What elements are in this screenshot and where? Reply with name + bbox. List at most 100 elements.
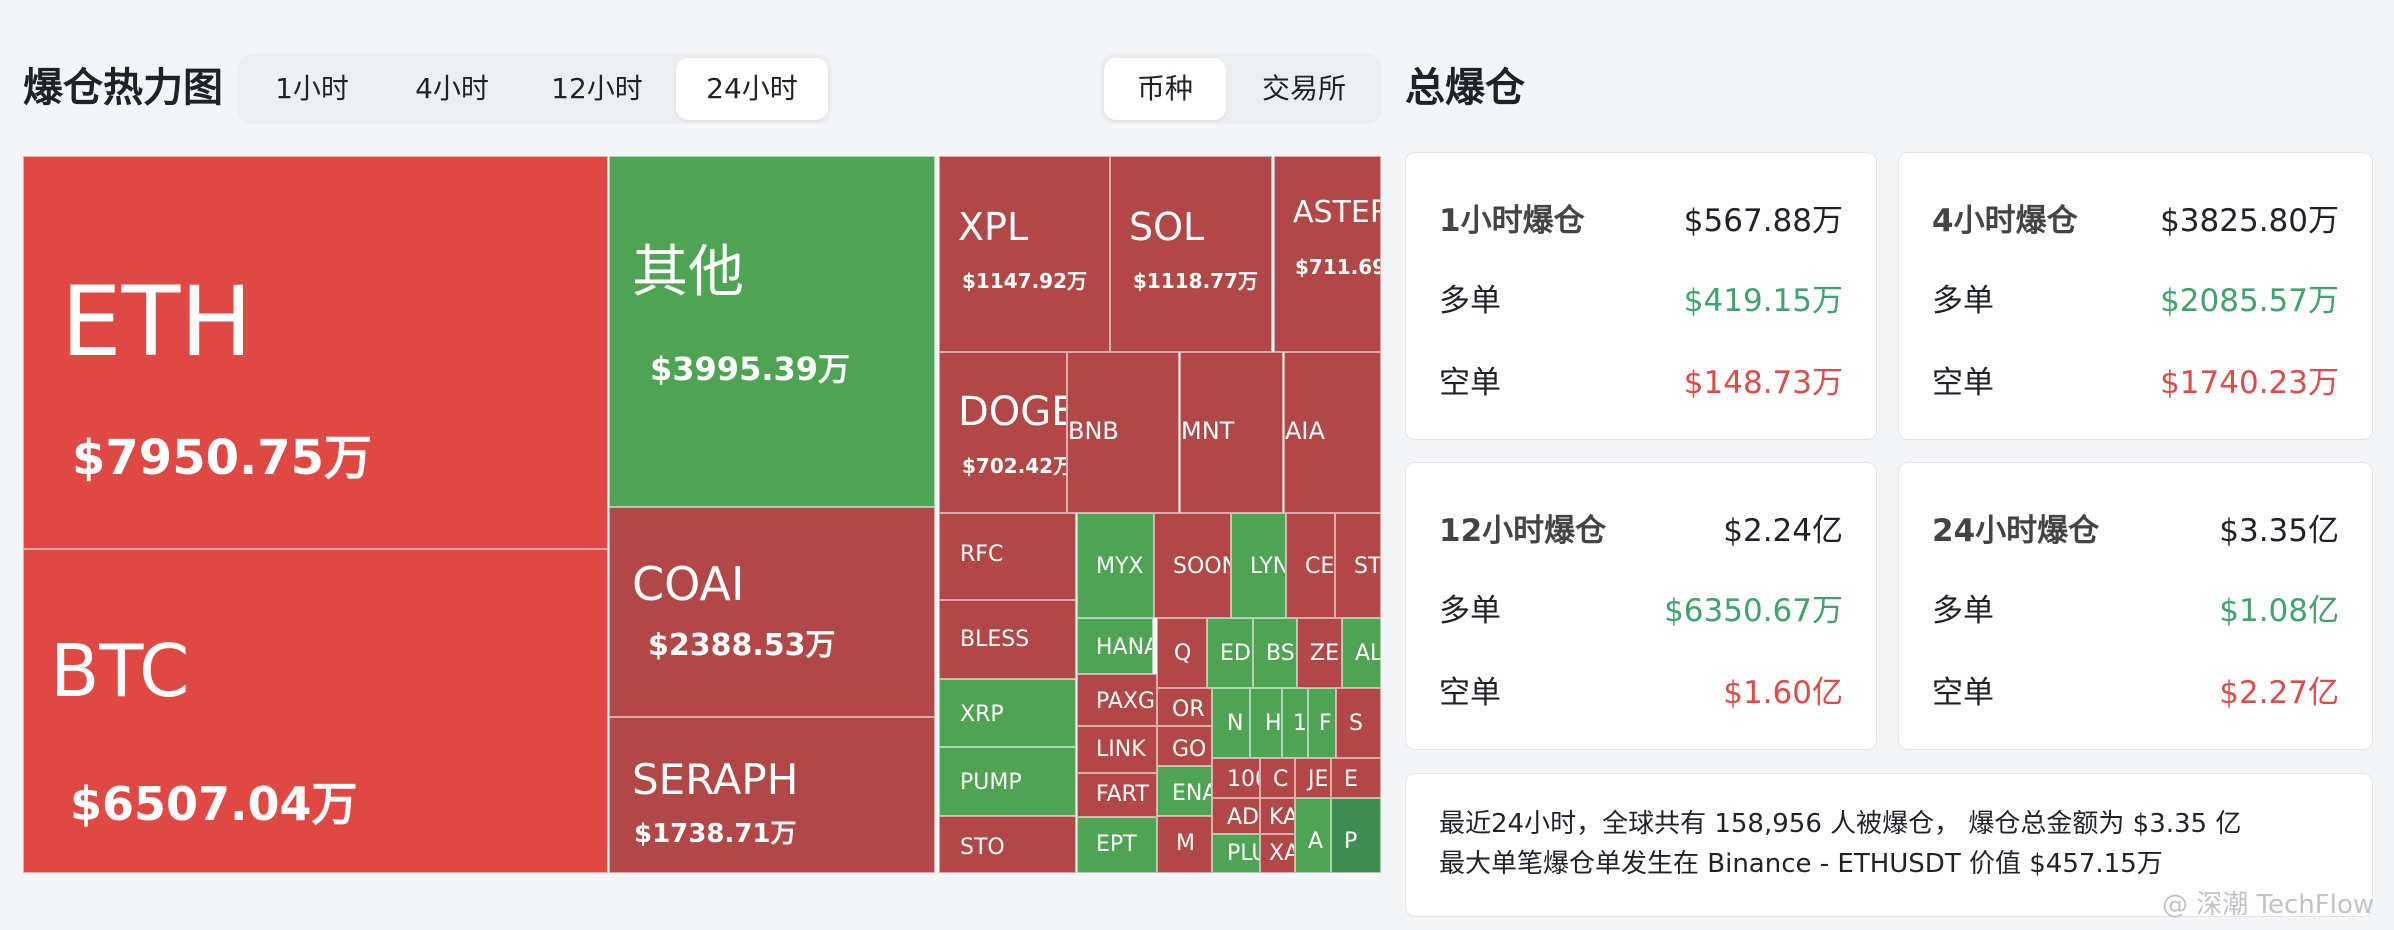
heatmap-tile[interactable]: MNT [1180, 352, 1283, 513]
heatmap-tile[interactable]: XRP [939, 679, 1076, 747]
heatmap-tile[interactable]: E [1331, 758, 1381, 798]
long-label: 多单 [1932, 593, 1994, 629]
heatmap-tile[interactable]: JE [1295, 758, 1331, 798]
heatmap-tile[interactable]: H [1250, 688, 1282, 758]
heatmap-tile[interactable]: XPL $1147.92万 [939, 156, 1110, 352]
long-value: $1.08亿 [2219, 593, 2339, 629]
tile-symbol: AIA [1285, 417, 1325, 445]
liquidation-heatmap: ETH $7950.75万 BTC $6507.04万 其他 $3995.39万 COAI $… [23, 156, 1381, 873]
tile-symbol: P [1344, 829, 1358, 854]
heatmap-tile[interactable]: FART [1077, 773, 1157, 817]
short-value: $1.60亿 [1723, 675, 1843, 711]
heatmap-tile[interactable]: AL [1342, 618, 1381, 688]
tile-symbol: SOON [1173, 554, 1230, 579]
heatmap-tile[interactable]: KAI [1260, 798, 1295, 834]
tab-4h[interactable]: 4小时 [415, 72, 489, 105]
heatmap-tile[interactable]: 1 [1282, 688, 1308, 758]
tile-symbol: M [1176, 831, 1195, 856]
long-label: 多单 [1439, 593, 1501, 629]
tile-symbol: 其他 [632, 240, 744, 305]
tab-1h[interactable]: 1小时 [275, 72, 349, 105]
tile-symbol: PAXG [1096, 689, 1156, 714]
heatmap-tile[interactable]: ETH $7950.75万 [23, 156, 608, 549]
tab-24h[interactable]: 24小时 [676, 58, 828, 120]
heatmap-tile[interactable]: SOL $1118.77万 [1110, 156, 1272, 352]
card-4h: 4小时爆仓 $3825.80万 多单 $2085.57万 空单 $1740.23万 [1898, 152, 2373, 440]
short-label: 空单 [1439, 365, 1501, 401]
tile-symbol: KAI [1269, 805, 1294, 830]
short-value: $148.73万 [1683, 365, 1843, 401]
heatmap-tile[interactable]: ASTER $711.69万 [1274, 156, 1381, 352]
long-value: $6350.67万 [1664, 593, 1843, 629]
heatmap-tile[interactable]: BTC $6507.04万 [23, 549, 608, 873]
heatmap-tile[interactable]: HANA [1077, 618, 1153, 674]
heatmap-tile[interactable]: N [1212, 688, 1250, 758]
tile-symbol: SOL [1129, 205, 1205, 249]
heatmap-tile[interactable]: ZE [1297, 618, 1342, 688]
card-total: $3.35亿 [2219, 513, 2339, 549]
tile-value: $6507.04万 [70, 777, 358, 831]
heatmap-tile[interactable]: 其他 $3995.39万 [609, 156, 935, 507]
heatmap-tile[interactable]: M [1157, 816, 1212, 873]
heatmap-tile[interactable]: XAI [1260, 834, 1295, 873]
heatmap-tile[interactable]: AD [1212, 798, 1260, 834]
card-label: 24小时爆仓 [1932, 513, 2100, 549]
summary-note-line-2: 最大单笔爆仓单发生在 Binance - ETHUSDT 价值 $457.15万 [1439, 849, 2163, 879]
heatmap-tile[interactable]: 100 [1212, 758, 1260, 798]
card-total: $2.24亿 [1723, 513, 1843, 549]
tile-symbol: XAI [1269, 841, 1294, 866]
heatmap-tile[interactable]: PUMP [939, 747, 1076, 816]
tab-coin[interactable]: 币种 [1104, 58, 1226, 120]
tile-symbol: EPT [1096, 832, 1137, 857]
heatmap-tile[interactable]: LINK [1077, 726, 1157, 773]
tile-symbol: STO [960, 835, 1005, 860]
heatmap-tile[interactable]: OR [1157, 688, 1212, 726]
heatmap-tile[interactable]: RFC [939, 513, 1076, 600]
heatmap-tile[interactable]: A [1295, 798, 1331, 873]
tile-value: $1118.77万 [1133, 269, 1259, 293]
heatmap-tile[interactable]: COAI $2388.53万 [609, 507, 935, 717]
tile-value: $1147.92万 [962, 269, 1088, 293]
heatmap-tile[interactable]: S [1336, 688, 1381, 758]
heatmap-tile[interactable]: PLU [1212, 834, 1260, 873]
tile-symbol: BS [1266, 641, 1295, 666]
heatmap-tile[interactable]: AIA [1284, 352, 1381, 513]
heatmap-tile[interactable]: Q [1157, 618, 1207, 688]
heatmap-tile[interactable]: DOGE $702.42万 [939, 352, 1067, 513]
card-total: $3825.80万 [2160, 203, 2339, 239]
long-value: $419.15万 [1683, 283, 1843, 319]
long-label: 多单 [1439, 283, 1501, 319]
heatmap-tile[interactable]: GO [1157, 726, 1212, 766]
tile-symbol: PUMP [960, 770, 1022, 795]
tile-symbol: LINK [1096, 737, 1146, 762]
heatmap-tile[interactable]: LYN [1231, 513, 1286, 618]
tile-symbol: 100 [1227, 767, 1259, 792]
heatmap-tile[interactable]: C [1260, 758, 1295, 798]
tile-symbol: XRP [960, 702, 1004, 727]
tab-exchange[interactable]: 交易所 [1261, 72, 1346, 105]
heatmap-tile[interactable]: BLESS [939, 600, 1076, 679]
tile-symbol: H [1265, 711, 1282, 736]
heatmap-tile[interactable]: ST [1335, 513, 1381, 618]
tile-symbol: CE [1305, 554, 1335, 579]
heatmap-tile[interactable]: F [1308, 688, 1336, 758]
heatmap-tile[interactable]: BNB [1067, 352, 1179, 513]
heatmap-tile[interactable]: STO [939, 816, 1076, 873]
heatmap-tile[interactable]: ENA [1157, 766, 1212, 816]
tile-value: $2388.53万 [648, 628, 836, 663]
tile-symbol: 1 [1293, 711, 1307, 736]
heatmap-tile[interactable]: PAXG [1077, 674, 1157, 726]
heatmap-tile[interactable]: SERAPH $1738.71万 [609, 717, 935, 873]
heatmap-tile[interactable]: CE [1286, 513, 1335, 618]
tab-12h[interactable]: 12小时 [551, 72, 643, 105]
tile-symbol: S [1349, 711, 1363, 736]
heatmap-tile[interactable]: SOON [1154, 513, 1231, 618]
heatmap-tile[interactable]: ED [1207, 618, 1253, 688]
heatmap-tile[interactable]: BS [1253, 618, 1297, 688]
long-label: 多单 [1932, 283, 1994, 319]
heatmap-tile[interactable]: MYX [1077, 513, 1154, 618]
tile-symbol: ASTER [1293, 195, 1381, 230]
heatmap-tile[interactable]: P [1331, 798, 1381, 873]
heatmap-tile[interactable]: EPT [1077, 817, 1157, 873]
tile-symbol: ENA [1172, 781, 1211, 806]
